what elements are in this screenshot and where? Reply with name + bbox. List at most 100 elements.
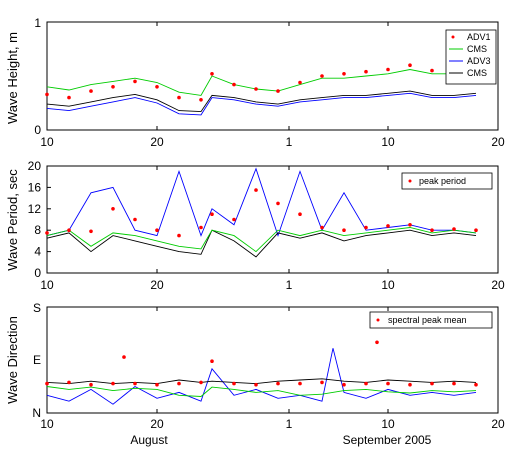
wave-height-ylabel: Wave Height, m xyxy=(5,32,20,124)
wave-period-ytick: 4 xyxy=(34,245,41,259)
wave-period-ytick: 8 xyxy=(34,223,41,237)
blue-line-series xyxy=(46,167,477,238)
peak-period-point xyxy=(452,227,456,231)
adv1-point xyxy=(177,95,181,100)
legend-box xyxy=(369,311,493,329)
blue-line-series xyxy=(46,92,477,116)
peak-period-point xyxy=(111,207,115,211)
adv1-point xyxy=(89,89,93,93)
spectral-peak-mean-point xyxy=(254,382,258,387)
x-tick-label: 1 xyxy=(286,278,293,292)
wave-period-ylabel: Wave Period, sec xyxy=(5,169,20,271)
x-tick-label: 10 xyxy=(40,135,54,149)
adv1-point xyxy=(155,85,159,89)
x-tick-label: 10 xyxy=(40,417,54,431)
spectral-peak-mean-point xyxy=(342,382,346,387)
spectral-peak-mean-point xyxy=(375,340,379,345)
spectral-peak-mean-point xyxy=(89,382,93,387)
legend-label-spectral-peak-mean: spectral peak mean xyxy=(388,315,467,325)
wave-height-ytick: 0 xyxy=(34,123,41,137)
wave-period-ytick: 16 xyxy=(28,180,42,194)
x-tick-label: 20 xyxy=(491,417,505,431)
wave-period-panel: Wave Period, sec 0 4 8 12 16 20 10 20 1 10 20… xyxy=(5,159,505,292)
wave-height-xticklabels: 10 20 1 10 20 xyxy=(40,135,505,149)
spectral-peak-mean-point xyxy=(232,381,236,386)
peak-period-point xyxy=(364,225,368,230)
peak-period-point xyxy=(430,228,434,232)
x-tick-label: 20 xyxy=(491,278,505,292)
peak-period-point xyxy=(133,217,137,222)
x-tick-label: 10 xyxy=(381,417,395,431)
legend-label-cms: CMS xyxy=(467,44,487,54)
spectral-peak-mean-point xyxy=(111,381,115,386)
wave-height-ytick: 1 xyxy=(34,16,41,30)
wave-period-legend: peak period xyxy=(401,172,493,190)
wave-direction-axes xyxy=(46,306,499,414)
spectral-peak-mean-point xyxy=(155,382,159,387)
adv1-point xyxy=(232,82,236,87)
adv1-point xyxy=(111,85,115,89)
spectral-peak-mean-point xyxy=(45,381,49,386)
spectral-peak-mean-point xyxy=(199,380,203,385)
legend-box xyxy=(401,172,493,190)
peak-period-point xyxy=(276,201,280,206)
month-label-september-2005: September 2005 xyxy=(343,433,432,447)
adv1-point xyxy=(386,67,390,72)
spectral-peak-mean-point xyxy=(276,381,280,386)
spectral-peak-mean-point xyxy=(122,355,126,359)
wave-period-ytick: 12 xyxy=(28,202,42,216)
legend-marker-peak-period xyxy=(408,179,412,183)
spectral-peak-mean-point xyxy=(364,381,368,386)
spectral-peak-mean-point xyxy=(320,380,324,385)
legend-label-cms: CMS xyxy=(467,68,487,78)
black-line-series xyxy=(46,378,477,385)
wave-height-legend: ADV1 CMS ADV3 CMS xyxy=(445,29,497,85)
wave-direction-xticklabels: 10 20 1 10 20 xyxy=(40,417,505,431)
adv1-point xyxy=(298,80,302,85)
spectral-peak-mean-point xyxy=(177,381,181,386)
peak-period-point xyxy=(342,228,346,232)
peak-period-point xyxy=(210,212,214,216)
peak-period-point xyxy=(45,231,49,235)
legend-label-adv1: ADV1 xyxy=(467,32,491,42)
adv1-point xyxy=(408,63,412,67)
spectral-peak-mean-point xyxy=(386,381,390,386)
peak-period-point xyxy=(408,223,412,227)
peak-period-point xyxy=(320,225,324,230)
spectral-peak-mean-point xyxy=(210,359,214,364)
spectral-peak-mean-point xyxy=(430,381,434,386)
wave-period-ytick: 0 xyxy=(34,266,41,280)
adv1-point xyxy=(364,69,368,74)
wave-height-panel: Wave Height, m 0 1 10 20 1 10 20 ADV1 CM… xyxy=(5,16,505,149)
adv1-point xyxy=(276,89,280,93)
peak-period-point xyxy=(199,225,203,230)
legend-marker-adv1 xyxy=(451,35,455,39)
adv1-point xyxy=(342,72,346,76)
peak-period-point xyxy=(254,188,258,192)
adv1-point xyxy=(210,72,214,76)
legend-box xyxy=(445,29,497,85)
x-tick-label: 1 xyxy=(286,417,293,431)
blue-line-series xyxy=(46,348,477,405)
peak-period-point xyxy=(67,228,71,232)
spectral-peak-mean-point xyxy=(133,381,137,386)
x-tick-label: 10 xyxy=(40,278,54,292)
x-tick-label: 20 xyxy=(150,135,164,149)
peak-period-point xyxy=(298,212,302,216)
x-tick-label: 20 xyxy=(150,417,164,431)
wave-height-plot-area xyxy=(45,22,499,130)
adv1-point xyxy=(199,98,203,102)
adv1-point xyxy=(254,87,258,91)
green-line-series xyxy=(46,386,477,397)
peak-period-point xyxy=(155,228,159,232)
peak-period-point xyxy=(177,233,181,238)
wave-direction-ylabel: Wave Direction xyxy=(5,316,20,404)
x-tick-label: 10 xyxy=(381,278,395,292)
legend-label-adv3: ADV3 xyxy=(467,56,491,66)
adv1-point xyxy=(430,68,434,73)
wave-period-axes xyxy=(46,165,499,274)
wave-period-ytick: 20 xyxy=(28,159,42,173)
legend-label-peak-period: peak period xyxy=(419,176,466,186)
adv1-point xyxy=(45,92,49,97)
